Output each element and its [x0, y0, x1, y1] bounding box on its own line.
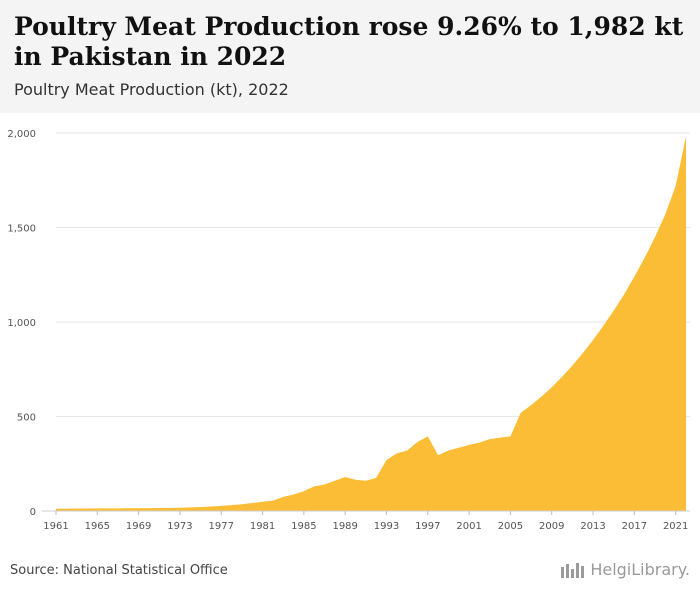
chart-subtitle: Poultry Meat Production (kt), 2022	[14, 80, 289, 99]
header: Poultry Meat Production rose 9.26% to 1,…	[0, 0, 700, 113]
y-axis: 0 500 1,000 1,500 2,000	[7, 129, 36, 518]
library-logo-icon	[561, 562, 585, 578]
x-axis: 1961 1965 1969 1973 1977 1981 1985 1989 1993 1997…	[42, 510, 690, 532]
y-tick-label: 500	[17, 413, 36, 424]
logo-text: HelgiLibrary.	[590, 560, 690, 579]
x-tick-label: 1993	[374, 521, 399, 532]
x-tick-label: 1969	[126, 521, 151, 532]
page-title: Poultry Meat Production rose 9.26% to 1,…	[14, 12, 684, 71]
x-tick-label: 2005	[498, 521, 523, 532]
x-tick-label: 1989	[332, 521, 357, 532]
x-tick-label: 1973	[167, 521, 192, 532]
x-tick-label: 1985	[291, 521, 316, 532]
x-tick-label: 2021	[663, 521, 688, 532]
area-series-fill	[56, 136, 686, 511]
x-tick-label: 2001	[456, 521, 481, 532]
area-series	[56, 136, 686, 511]
area-chart: 1961 1965 1969 1973 1977 1981 1985 1989 1993 1997…	[7, 129, 690, 532]
y-tick-label: 0	[30, 507, 36, 518]
x-tick-label: 1961	[43, 521, 68, 532]
y-tick-label: 2,000	[7, 129, 36, 140]
x-tick-label: 1981	[250, 521, 275, 532]
x-tick-label: 1997	[415, 521, 440, 532]
x-tick-label: 2013	[580, 521, 605, 532]
x-tick-label: 2009	[539, 521, 564, 532]
source-note: Source: National Statistical Office	[10, 563, 228, 578]
helgi-library-logo: HelgiLibrary.	[560, 560, 690, 579]
x-tick-label: 2017	[622, 521, 647, 532]
x-tick-label: 1977	[209, 521, 234, 532]
y-tick-label: 1,000	[7, 318, 36, 329]
y-tick-label: 1,500	[7, 224, 36, 235]
x-tick-label: 1965	[85, 521, 110, 532]
